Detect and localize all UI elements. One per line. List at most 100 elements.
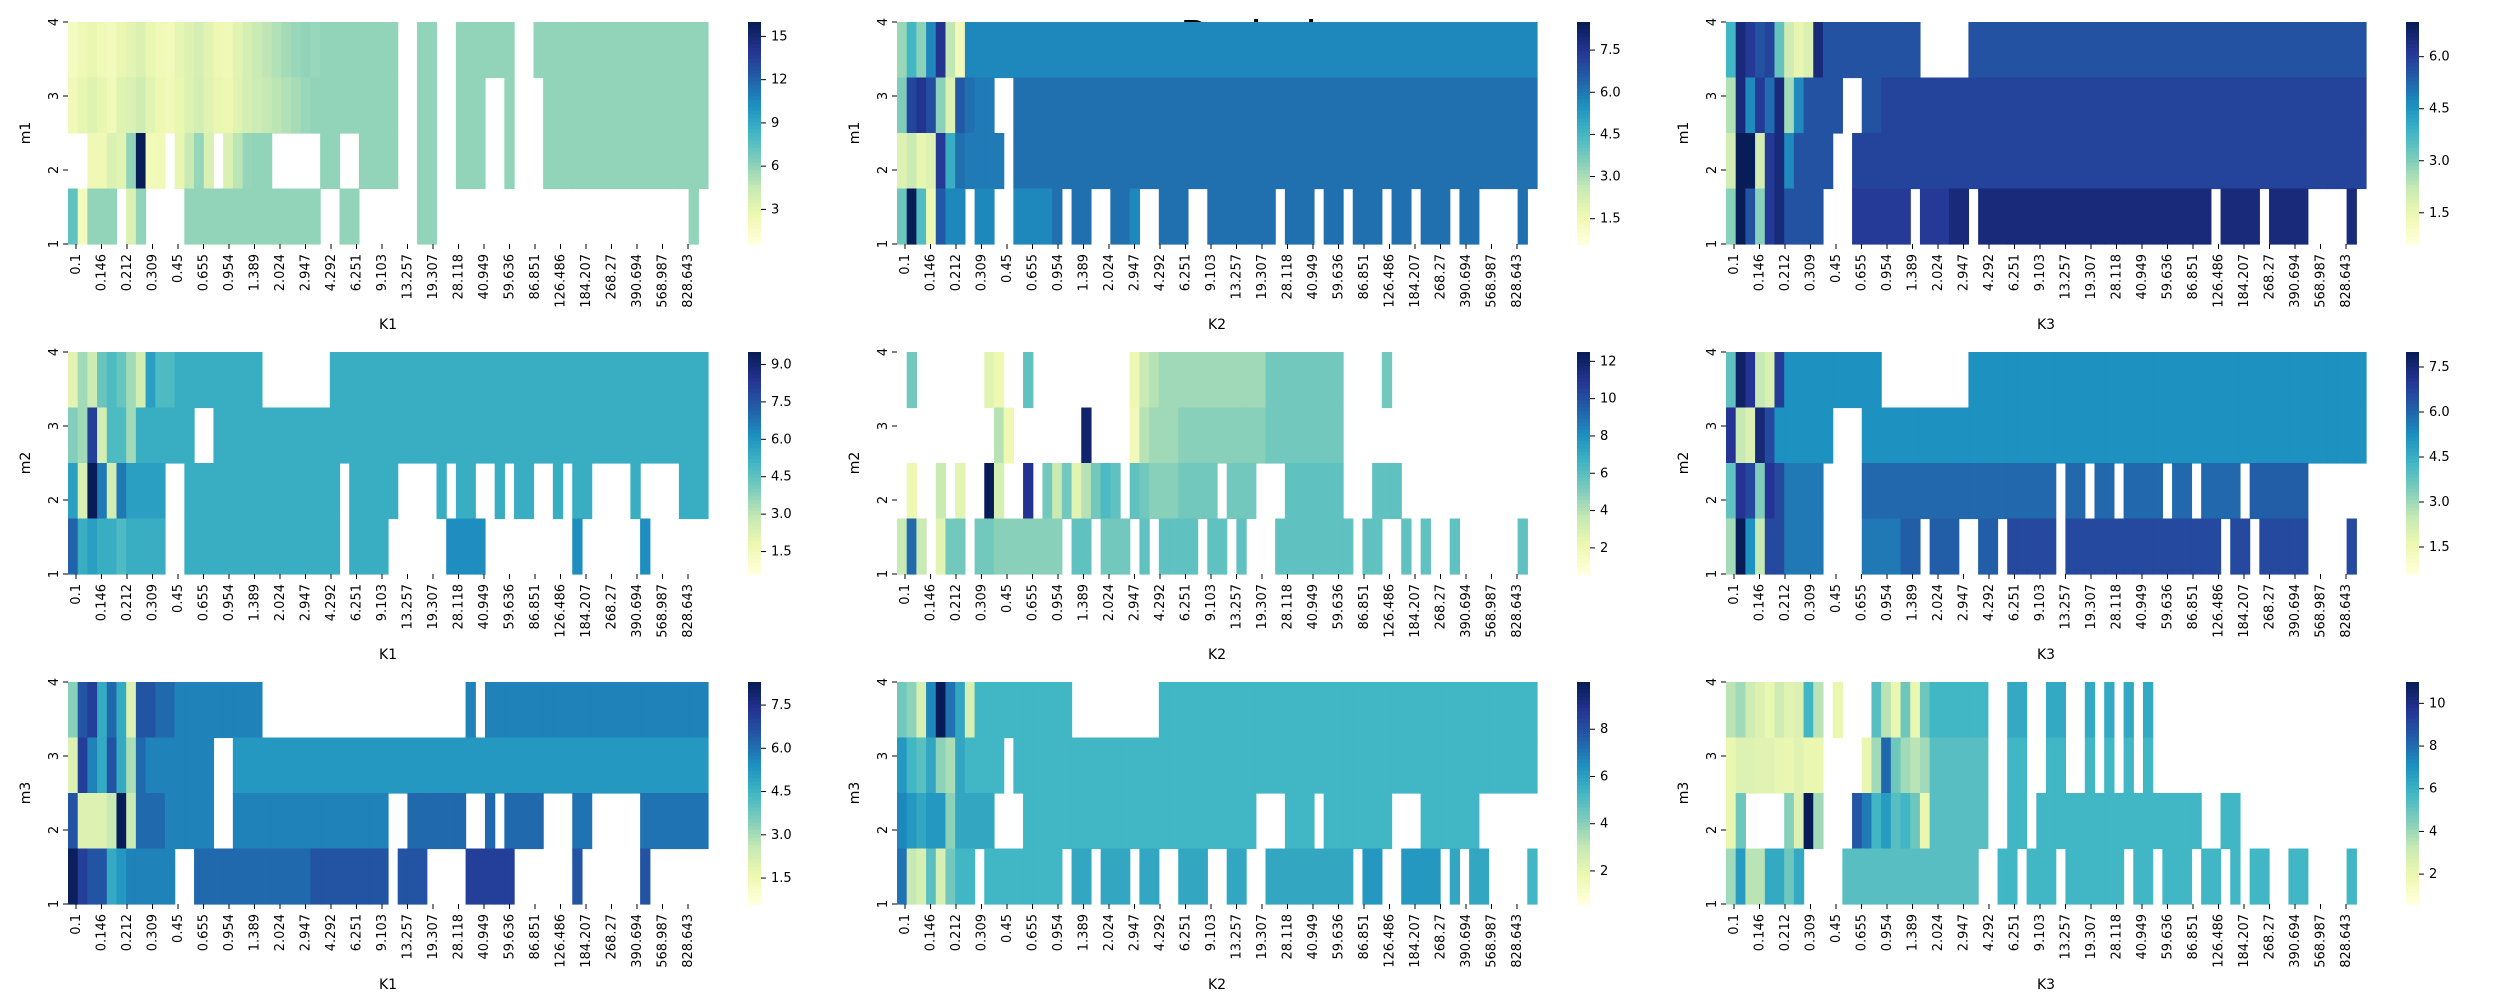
heatmap-cell [2104,22,2115,79]
colorbar-segment [748,162,761,167]
heatmap-cell [2288,188,2299,245]
y-tick-label: 3 [1705,422,1720,430]
y-tick-label: 3 [876,422,891,430]
colorbar-segment [1577,418,1590,423]
heatmap-cell [68,407,79,464]
heatmap-cell [2123,682,2134,739]
heatmap-cell [368,352,379,409]
x-tick-label: 0.212 [949,584,964,621]
heatmap-cell [1343,793,1354,850]
colorbar-segment [748,722,761,727]
x-tick-label: 86.851 [528,584,543,630]
heatmap-cell [1871,793,1882,850]
heatmap-cell [97,463,108,520]
colorbar-segment [1577,730,1590,735]
heatmap-cell [475,518,486,575]
colorbar-segment [2406,195,2419,201]
heatmap-cell [1822,22,1834,79]
y-tick-label: 3 [47,752,62,760]
heatmap-cell [1197,793,1208,850]
heatmap-cell [1978,77,1989,134]
x-tick-label: 1.389 [248,584,263,621]
heatmap-cell [2181,407,2193,464]
heatmap-cell [349,463,360,520]
heatmap-cell [2142,518,2154,575]
heatmap-cell [1032,77,1044,134]
heatmap-cell [1023,77,1034,134]
heatmap-cell [1968,463,1979,520]
heatmap-cell [916,848,927,905]
colorbar-segment [1577,481,1590,486]
heatmap-cell [1217,352,1228,409]
heatmap-cell [1919,463,1931,520]
colorbar-segment [748,741,761,746]
heatmap-cell [1735,793,1746,850]
heatmap-cell [1343,77,1354,134]
heatmap-cell [1498,737,1509,794]
heatmap-cell [291,848,302,905]
x-tick-label: 13.257 [401,254,416,300]
heatmap-cell [1861,188,1873,245]
colorbar-segment [748,896,761,901]
x-tick-label: 4.292 [324,584,339,621]
heatmap-cell [87,352,98,409]
colorbar-segment [1577,507,1590,512]
heatmap-cell [1362,133,1373,190]
x-tick-label: 828.643 [1510,914,1525,968]
heatmap-cell [1217,22,1228,79]
heatmap-cell [964,682,976,739]
colorbar-segment [748,429,761,434]
heatmap-cell [1997,22,2008,79]
heatmap-cell [2046,682,2057,739]
heatmap-cell [368,133,379,190]
heatmap-cell [1449,793,1461,850]
heatmap-cell [543,352,554,409]
heatmap-cell [68,793,79,850]
heatmap-cell [87,518,98,575]
heatmap-cell [698,463,709,520]
heatmap-cell [678,407,690,464]
heatmap-cell [562,737,573,794]
colorbar-segment [2406,426,2419,431]
x-tick-label: 126.486 [2212,584,2227,638]
x-tick-label: 268.27 [1434,584,1449,630]
colorbar-segment [1577,400,1590,405]
heatmap-cell [1042,133,1053,190]
heatmap-cell [339,407,350,464]
heatmap-cell [281,77,292,134]
heatmap-cell [1735,22,1746,79]
heatmap-cell [1978,737,1989,794]
heatmap-cell [388,133,399,190]
heatmap-cell [106,352,118,409]
colorbar-segment [1577,381,1590,386]
heatmap-cell [1304,133,1315,190]
colorbar-segment [748,385,761,390]
heatmap-cell [1910,682,1921,739]
heatmap-cell [2026,133,2037,190]
heatmap-cell [1284,518,1296,575]
colorbar-segment [2406,540,2419,545]
heatmap-cell [1265,352,1276,409]
heatmap-cell [1197,848,1208,905]
heatmap-cell [465,352,476,409]
colorbar-segment [748,170,761,175]
heatmap-cell [455,463,467,520]
heatmap-cell [484,737,496,794]
heatmap-cell [77,188,88,245]
heatmap-cell [2356,352,2367,409]
x-tick-label: 568.987 [2314,914,2329,968]
heatmap-cell [2307,407,2319,464]
heatmap-cell [1919,407,1931,464]
colorbar-segment [748,492,761,497]
heatmap-cell [2220,463,2231,520]
colorbar-segment [2406,96,2419,101]
heatmap-cell [1217,77,1228,134]
heatmap-cell [1735,737,1746,794]
heatmap-cell [1968,22,1979,79]
x-tick-label: 568.987 [656,584,671,638]
heatmap-cell [68,22,79,79]
heatmap-cell [1003,848,1014,905]
heatmap-cell [174,737,185,794]
heatmap-cell [232,188,244,245]
y-tick-label: 4 [876,18,891,26]
